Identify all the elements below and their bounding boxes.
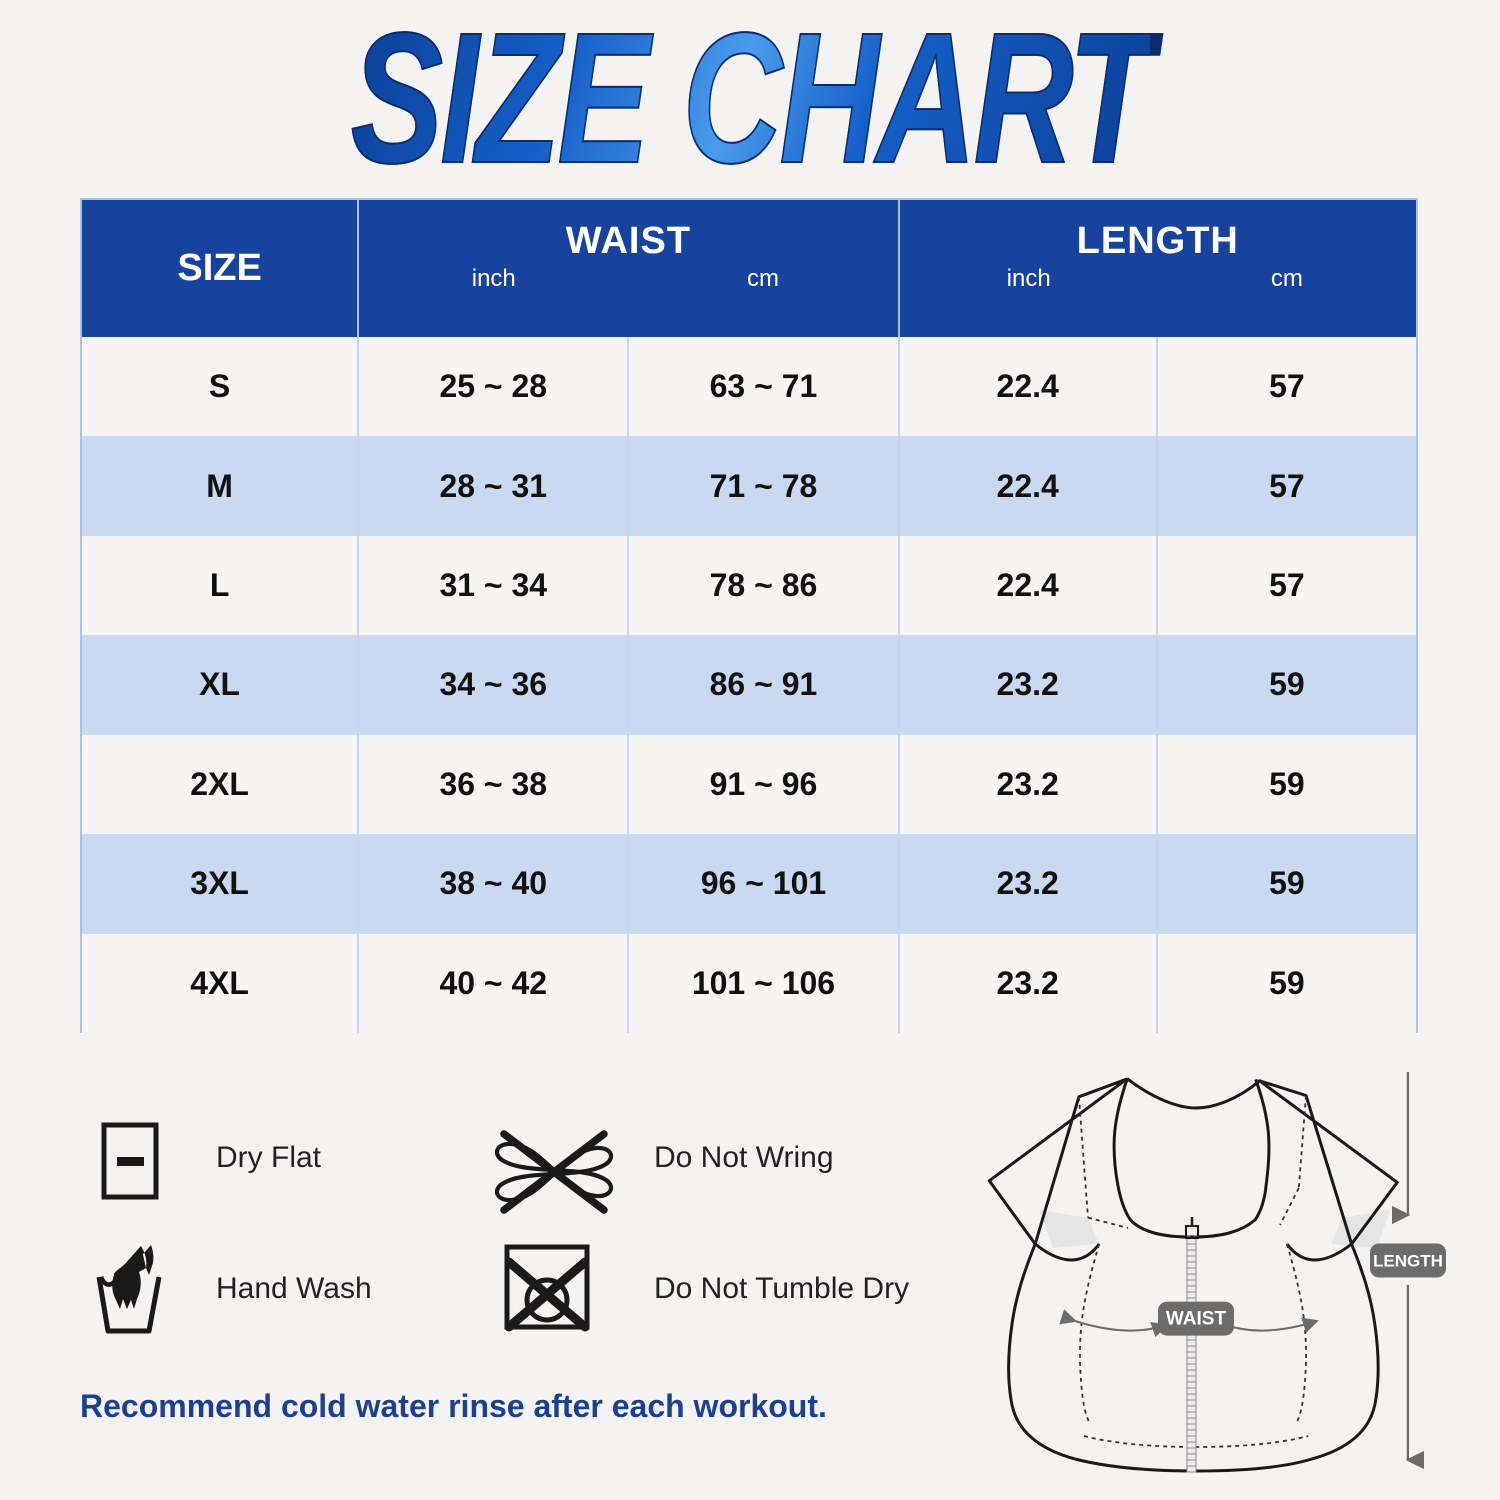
svg-text:WAIST: WAIST	[1166, 1309, 1227, 1330]
svg-text:LENGTH: LENGTH	[1373, 1252, 1443, 1271]
